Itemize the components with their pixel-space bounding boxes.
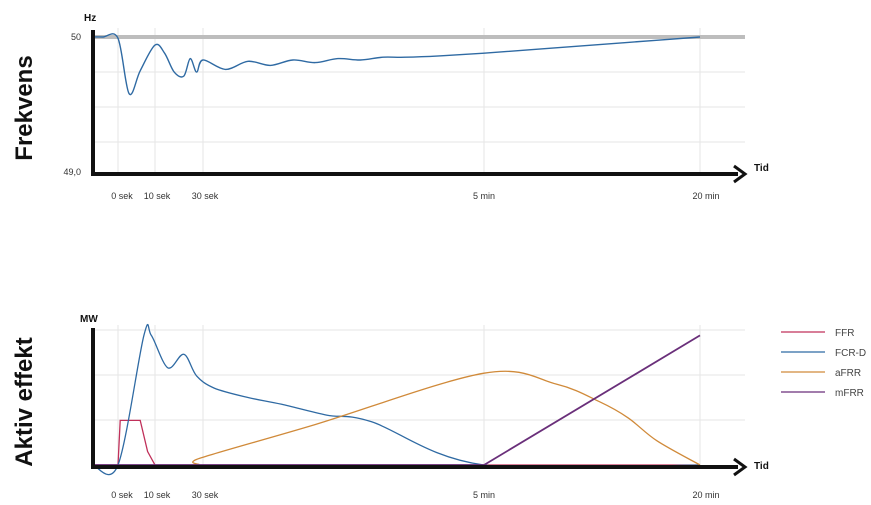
legend-label-mfrr: mFRR bbox=[835, 388, 864, 399]
legend-label-fcr-d: FCR-D bbox=[835, 348, 866, 359]
active-power-x-tick-5min: 5 min bbox=[473, 490, 495, 500]
active-power-chart: MW Tid Aktiv effekt 0 sek 10 sek 30 sek … bbox=[11, 314, 866, 500]
frequency-y-axis-label: Frekvens bbox=[11, 55, 38, 160]
active-power-x-tick-0sek: 0 sek bbox=[111, 490, 133, 500]
frequency-x-tick-10sek: 10 sek bbox=[144, 191, 171, 201]
frequency-chart: Hz 50 49,0 Tid Frekvens 0 sek 10 sek 30 … bbox=[11, 13, 769, 201]
legend: FFR FCR-D aFRR mFRR bbox=[781, 328, 866, 399]
frequency-x-tick-30sek: 30 sek bbox=[192, 191, 219, 201]
active-power-x-axis-arrow bbox=[733, 457, 748, 477]
active-power-x-tick-30sek: 30 sek bbox=[192, 490, 219, 500]
frequency-y-tick-bottom: 49,0 bbox=[63, 167, 81, 177]
frequency-x-tick-20min: 20 min bbox=[692, 191, 719, 201]
fcr-d-series-line bbox=[92, 323, 701, 476]
active-power-y-unit: MW bbox=[80, 314, 98, 325]
legend-label-afrr: aFRR bbox=[835, 368, 861, 379]
frequency-x-tick-5min: 5 min bbox=[473, 191, 495, 201]
frequency-y-tick-top: 50 bbox=[71, 32, 81, 42]
afrr-series-line bbox=[92, 370, 701, 467]
active-power-y-axis-label: Aktiv effekt bbox=[11, 337, 38, 466]
frequency-gridlines bbox=[93, 28, 745, 172]
frequency-series-line bbox=[92, 33, 701, 96]
frequency-y-unit: Hz bbox=[84, 13, 96, 24]
active-power-x-axis-label: Tid bbox=[754, 461, 769, 472]
legend-label-ffr: FFR bbox=[835, 328, 854, 339]
frequency-x-tick-0sek: 0 sek bbox=[111, 191, 133, 201]
ffr-series-line bbox=[93, 419, 700, 466]
active-power-x-tick-10sek: 10 sek bbox=[144, 490, 171, 500]
active-power-gridlines bbox=[93, 325, 745, 465]
frequency-x-axis-arrow bbox=[733, 164, 748, 184]
frequency-x-axis-label: Tid bbox=[754, 163, 769, 174]
active-power-x-tick-20min: 20 min bbox=[692, 490, 719, 500]
